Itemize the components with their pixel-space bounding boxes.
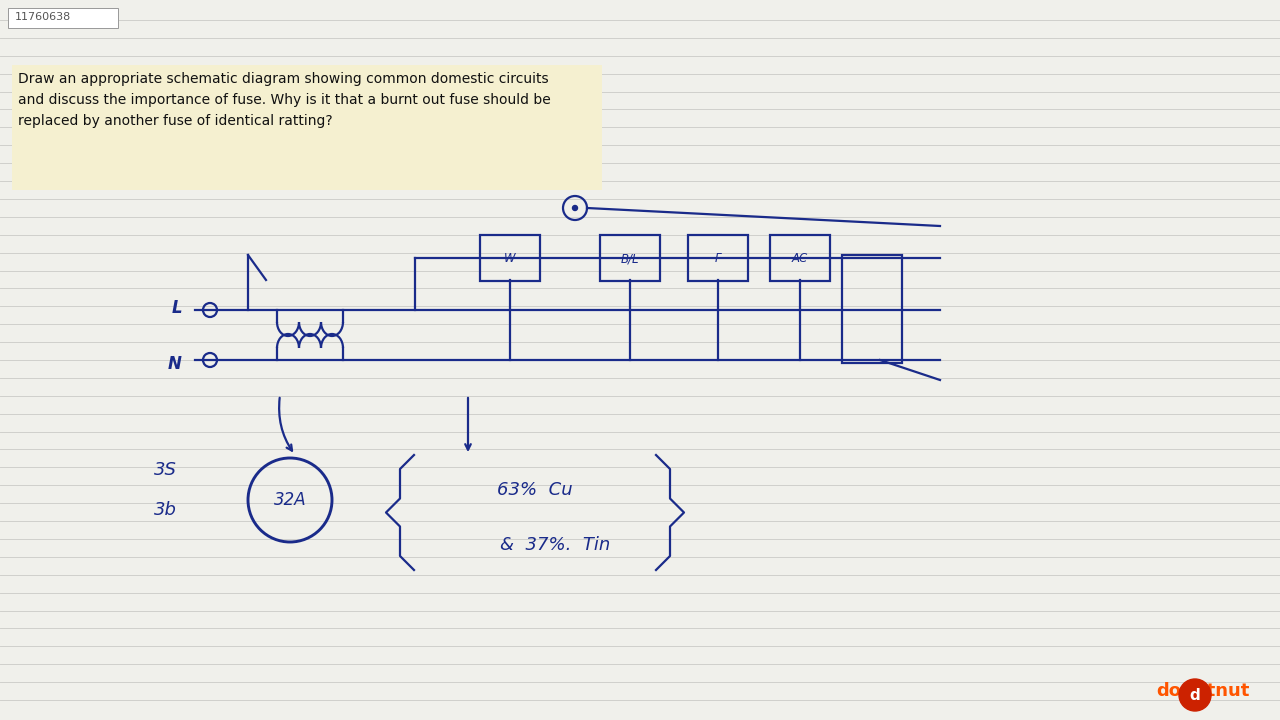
Text: L: L bbox=[172, 299, 182, 317]
Text: B/L: B/L bbox=[621, 253, 639, 266]
Circle shape bbox=[1179, 679, 1211, 711]
Text: 11760638: 11760638 bbox=[15, 12, 72, 22]
Text: 3b: 3b bbox=[154, 501, 177, 519]
FancyBboxPatch shape bbox=[8, 8, 118, 28]
Text: 32A: 32A bbox=[274, 491, 306, 509]
FancyBboxPatch shape bbox=[12, 65, 602, 190]
Text: 3S: 3S bbox=[154, 461, 177, 479]
Text: F: F bbox=[714, 253, 722, 266]
Text: N: N bbox=[168, 355, 182, 373]
Text: W: W bbox=[504, 253, 516, 266]
Text: 63%  Cu: 63% Cu bbox=[497, 481, 573, 499]
Text: doubtnut: doubtnut bbox=[1157, 682, 1251, 700]
Circle shape bbox=[572, 205, 577, 210]
Text: d: d bbox=[1189, 688, 1201, 703]
Text: AC: AC bbox=[792, 253, 808, 266]
Text: Draw an appropriate schematic diagram showing common domestic circuits
and discu: Draw an appropriate schematic diagram sh… bbox=[18, 72, 550, 128]
Text: &  37%.  Tin: & 37%. Tin bbox=[500, 536, 611, 554]
